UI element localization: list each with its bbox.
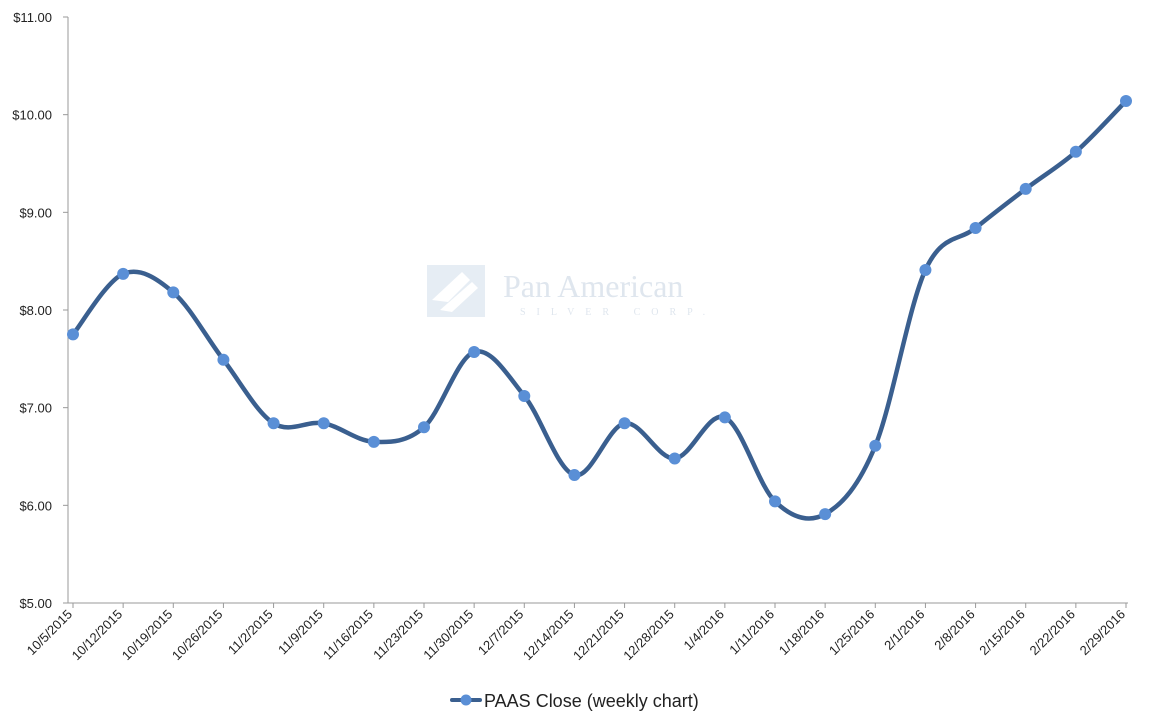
- data-point-2: [167, 286, 180, 299]
- data-point-3: [217, 353, 230, 366]
- pan-american-watermark: Pan American SILVER CORP.: [427, 265, 716, 318]
- legend-marker-swatch: [460, 694, 472, 706]
- data-point-10: [568, 469, 581, 482]
- x-tick-label: 11/23/2015: [370, 607, 426, 663]
- watermark-name: Pan American: [503, 268, 683, 304]
- data-point-13: [718, 411, 731, 424]
- data-point-16: [869, 439, 882, 452]
- x-tick-label: 11/2/2015: [225, 607, 276, 658]
- y-axis-ticks: $5.00 $6.00 $7.00 $8.00 $9.00 $10.00 $11.00: [12, 10, 68, 611]
- x-tick-label: 1/18/2016: [776, 607, 828, 659]
- x-tick-label: 2/15/2016: [976, 607, 1028, 659]
- x-tick-label: 2/22/2016: [1026, 607, 1078, 659]
- data-point-7: [418, 421, 430, 434]
- y-tick-label: $9.00: [19, 205, 52, 220]
- data-point-19: [1019, 182, 1032, 195]
- x-tick-label: 10/26/2015: [169, 607, 226, 664]
- x-tick-label: 11/30/2015: [420, 607, 476, 663]
- x-tick-label: 10/12/2015: [69, 607, 126, 664]
- legend: PAAS Close (weekly chart): [450, 691, 699, 711]
- x-tick-label: 2/29/2016: [1077, 607, 1129, 659]
- y-tick-label: $11.00: [13, 10, 52, 25]
- data-point-14: [769, 495, 781, 508]
- series-line-0: [70, 98, 1129, 521]
- y-tick-label: $6.00: [19, 498, 52, 513]
- x-tick-label: 10/5/2015: [24, 607, 76, 659]
- data-point-20: [1069, 145, 1082, 158]
- x-tick-label: 12/7/2015: [475, 607, 527, 659]
- data-point-21: [1120, 94, 1132, 107]
- legend-label: PAAS Close (weekly chart): [484, 691, 699, 711]
- x-tick-label: 2/8/2016: [931, 607, 977, 653]
- x-tick-label: 1/11/2016: [726, 607, 777, 658]
- data-point-1: [117, 267, 130, 280]
- pan-american-logo-icon: [427, 265, 485, 317]
- y-tick-label: $8.00: [19, 303, 52, 318]
- data-point-4: [267, 417, 280, 430]
- series-layer: [67, 94, 1132, 521]
- data-point-8: [468, 345, 481, 358]
- data-point-0: [67, 328, 79, 341]
- y-tick-label: $7.00: [19, 401, 52, 416]
- watermark-tagline: SILVER CORP.: [520, 307, 716, 318]
- x-tick-label: 1/25/2016: [826, 607, 878, 659]
- x-tick-label: 2/1/2016: [881, 607, 927, 653]
- x-tick-label: 12/14/2015: [520, 607, 577, 664]
- data-point-9: [518, 389, 531, 402]
- data-point-18: [969, 221, 982, 234]
- data-point-11: [618, 417, 631, 430]
- x-tick-label: 12/21/2015: [570, 607, 627, 664]
- x-tick-label: 10/19/2015: [119, 607, 176, 664]
- y-tick-label: $10.00: [12, 108, 52, 123]
- data-point-12: [668, 452, 681, 465]
- x-tick-label: 11/16/2015: [320, 607, 376, 663]
- data-point-15: [819, 508, 832, 521]
- data-point-5: [317, 417, 330, 430]
- data-point-6: [367, 435, 380, 448]
- x-tick-label: 12/28/2015: [620, 607, 677, 664]
- x-tick-label: 1/4/2016: [681, 607, 727, 653]
- x-tick-label: 11/9/2015: [275, 607, 326, 658]
- data-point-17: [919, 263, 932, 276]
- y-tick-label: $5.00: [19, 596, 52, 611]
